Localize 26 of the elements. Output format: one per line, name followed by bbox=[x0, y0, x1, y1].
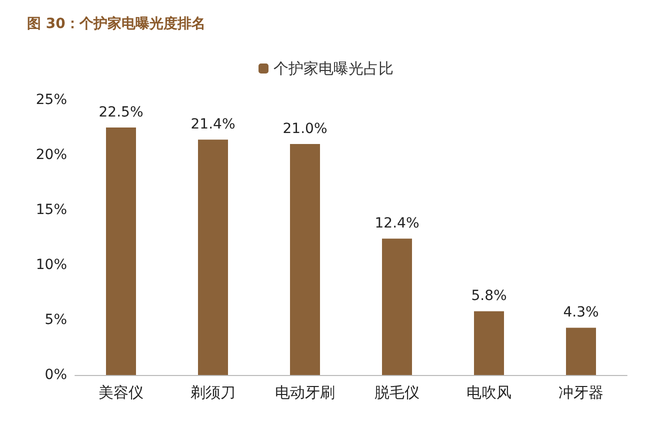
y-tick-label: 20% bbox=[36, 147, 67, 163]
data-label: 4.3% bbox=[563, 304, 599, 321]
data-label: 21.4% bbox=[190, 116, 236, 133]
legend-label: 个护家电曝光占比 bbox=[274, 60, 394, 78]
bar bbox=[290, 144, 320, 375]
data-label: 22.5% bbox=[98, 104, 144, 120]
data-label: 21.0% bbox=[282, 121, 328, 137]
x-tick-label: 电吹风 bbox=[466, 384, 512, 402]
y-tick-label: 5% bbox=[44, 312, 67, 328]
x-tick-label: 剃须刀 bbox=[190, 384, 236, 402]
chart-title: 图 30：个护家电曝光度排名 bbox=[27, 15, 206, 32]
y-tick-label: 15% bbox=[36, 202, 67, 218]
bar bbox=[566, 328, 596, 375]
bar bbox=[198, 140, 228, 375]
bar bbox=[382, 238, 412, 375]
x-tick-label: 美容仪 bbox=[98, 384, 144, 402]
x-tick-label: 冲牙器 bbox=[558, 384, 604, 402]
data-label: 12.4% bbox=[374, 216, 420, 232]
y-tick-label: 0% bbox=[44, 367, 67, 383]
y-tick-label: 10% bbox=[36, 257, 67, 273]
data-label: 5.8% bbox=[471, 288, 507, 304]
bar bbox=[474, 311, 504, 375]
y-tick-label: 25% bbox=[36, 92, 67, 108]
x-tick-label: 脱毛仪 bbox=[374, 384, 420, 402]
x-tick-label: 电动牙刷 bbox=[275, 384, 335, 402]
bar bbox=[106, 128, 136, 375]
